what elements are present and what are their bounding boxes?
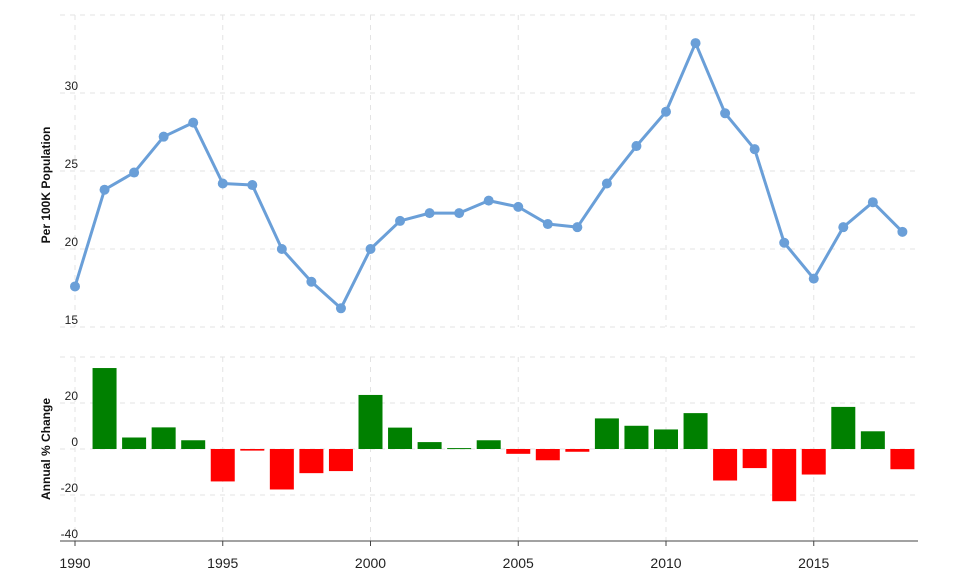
bar [594, 418, 619, 449]
data-point [601, 178, 612, 189]
data-point [779, 237, 790, 248]
top-ytick-label: 25 [65, 157, 79, 171]
data-point [542, 219, 553, 230]
bar [151, 427, 176, 449]
top-yticks: 15 20 25 30 [65, 79, 79, 327]
bottom-ylabel: Annual % Change [39, 398, 53, 500]
top-ytick-label: 15 [65, 313, 79, 327]
bar [831, 406, 856, 449]
data-point [99, 184, 110, 195]
xtick-label: 2000 [355, 555, 386, 571]
xtick-label: 2005 [503, 555, 534, 571]
bar [447, 448, 472, 450]
data-point [631, 141, 642, 152]
bar [890, 449, 915, 470]
data-point [661, 106, 671, 117]
bottom-ytick-label: 20 [65, 389, 79, 403]
bar [417, 442, 442, 449]
bar [328, 449, 353, 472]
top-ytick-label: 20 [65, 235, 79, 249]
bar [122, 437, 147, 449]
bar [506, 449, 531, 454]
bar [240, 449, 265, 451]
top-ylabel: Per 100K Population [39, 127, 53, 244]
bottom-bars [92, 368, 915, 502]
data-point [70, 281, 80, 292]
bar [624, 425, 649, 449]
data-point [306, 276, 317, 287]
data-point [395, 215, 406, 226]
xtick-label: 2010 [650, 555, 681, 571]
data-point [188, 117, 199, 128]
data-point [129, 167, 140, 178]
bottom-yticks: -40 -20 0 20 [61, 389, 79, 541]
bar [210, 449, 235, 482]
bar [358, 394, 383, 449]
xticks: 1990 1995 2000 2005 2010 2015 [59, 541, 830, 571]
top-panel: Per 100K Population 15 20 25 30 [39, 38, 908, 327]
xtick-label: 1990 [59, 555, 90, 571]
data-point [335, 303, 346, 314]
data-point [808, 273, 819, 284]
bar [181, 440, 206, 449]
bar [299, 449, 324, 474]
bar [713, 449, 738, 481]
data-point [838, 222, 849, 233]
bar [565, 449, 590, 452]
data-point [867, 197, 878, 208]
data-point [217, 178, 228, 189]
xtick-label: 1995 [207, 555, 238, 571]
data-point [424, 208, 435, 219]
bottom-panel: Annual % Change -40 -20 0 20 [39, 368, 915, 541]
bar [860, 431, 885, 449]
bar [654, 429, 678, 449]
data-point [572, 222, 583, 233]
data-point [276, 244, 287, 254]
data-point [247, 180, 258, 191]
data-point [158, 131, 169, 142]
data-point [720, 108, 731, 119]
top-line [73, 41, 904, 310]
data-point [749, 144, 760, 155]
bar [683, 413, 708, 449]
bottom-ytick-label: -20 [61, 481, 79, 495]
x-axis: 1990 1995 2000 2005 2010 2015 [59, 540, 918, 571]
bar [535, 449, 560, 461]
top-ytick-label: 30 [65, 79, 79, 93]
top-points [70, 38, 908, 314]
bar [269, 449, 294, 490]
bar [742, 449, 767, 469]
bottom-ytick-label: 0 [71, 435, 78, 449]
bar [801, 449, 826, 475]
bar [92, 368, 117, 449]
series-line [73, 41, 904, 310]
data-point [513, 201, 524, 212]
bottom-ytick-label: -40 [61, 527, 79, 541]
bar [476, 440, 501, 449]
data-point [365, 244, 376, 254]
xtick-label: 2015 [798, 555, 829, 571]
data-point [454, 208, 465, 219]
data-point [690, 38, 701, 49]
data-point [483, 195, 494, 206]
bar [388, 427, 413, 449]
data-point [897, 226, 908, 237]
bar [772, 449, 797, 502]
